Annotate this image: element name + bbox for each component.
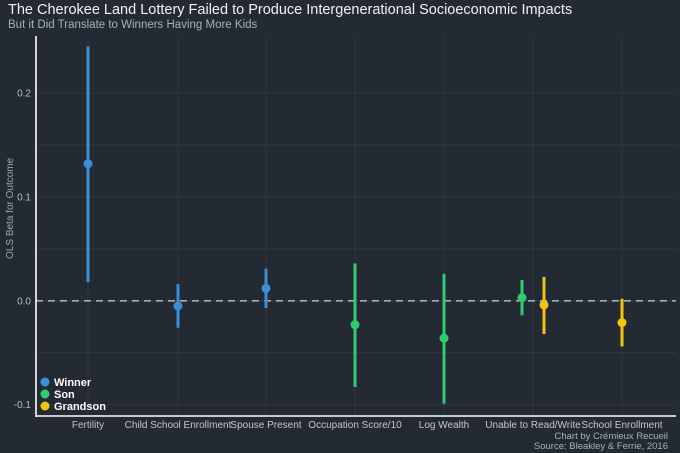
point-estimate bbox=[261, 283, 271, 293]
point-estimate bbox=[517, 293, 527, 303]
legend-key bbox=[40, 377, 50, 387]
x-tick-label: Log Wealth bbox=[419, 420, 469, 431]
x-tick-label: Unable to Read/Write bbox=[485, 420, 581, 431]
y-tick-label: 0.2 bbox=[17, 89, 31, 100]
y-tick-label: 0.1 bbox=[17, 192, 31, 203]
legend-key bbox=[40, 389, 50, 399]
point-estimate bbox=[617, 318, 627, 328]
chart-subtitle: But it Did Translate to Winners Having M… bbox=[8, 19, 258, 31]
chart-title: The Cherokee Land Lottery Failed to Prod… bbox=[8, 2, 573, 18]
axes: -0.1 0.0 0.1 0.2 Fertility Child School Enrol… bbox=[5, 36, 676, 431]
y-axis-label: OLS Beta for Outcome bbox=[5, 157, 16, 259]
chart-source: Source: Bleakley & Ferrie, 2016 bbox=[533, 441, 668, 452]
point-estimate bbox=[173, 301, 183, 311]
legend-key bbox=[40, 401, 50, 411]
x-tick-label: Child School Enrollment bbox=[125, 420, 232, 431]
x-tick-label: Fertility bbox=[72, 420, 104, 431]
legend-label: Grandson bbox=[54, 401, 106, 413]
y-tick-label: -0.1 bbox=[14, 400, 32, 411]
point-estimate bbox=[83, 159, 93, 169]
point-estimate bbox=[539, 300, 549, 310]
x-tick-label: Spouse Present bbox=[230, 420, 301, 431]
chart-credit: Chart by Crémieux Recueil bbox=[554, 431, 668, 442]
x-tick-label: School Enrollment bbox=[581, 420, 662, 431]
point-estimate bbox=[350, 320, 360, 330]
y-tick-label: 0.0 bbox=[17, 296, 31, 307]
legend-label: Son bbox=[54, 389, 75, 401]
data-marks bbox=[83, 46, 627, 404]
point-estimate bbox=[439, 333, 449, 343]
gridlines bbox=[36, 36, 676, 415]
x-tick-label: Occupation Score/10 bbox=[308, 420, 402, 431]
legend-label: Winner bbox=[54, 377, 92, 389]
